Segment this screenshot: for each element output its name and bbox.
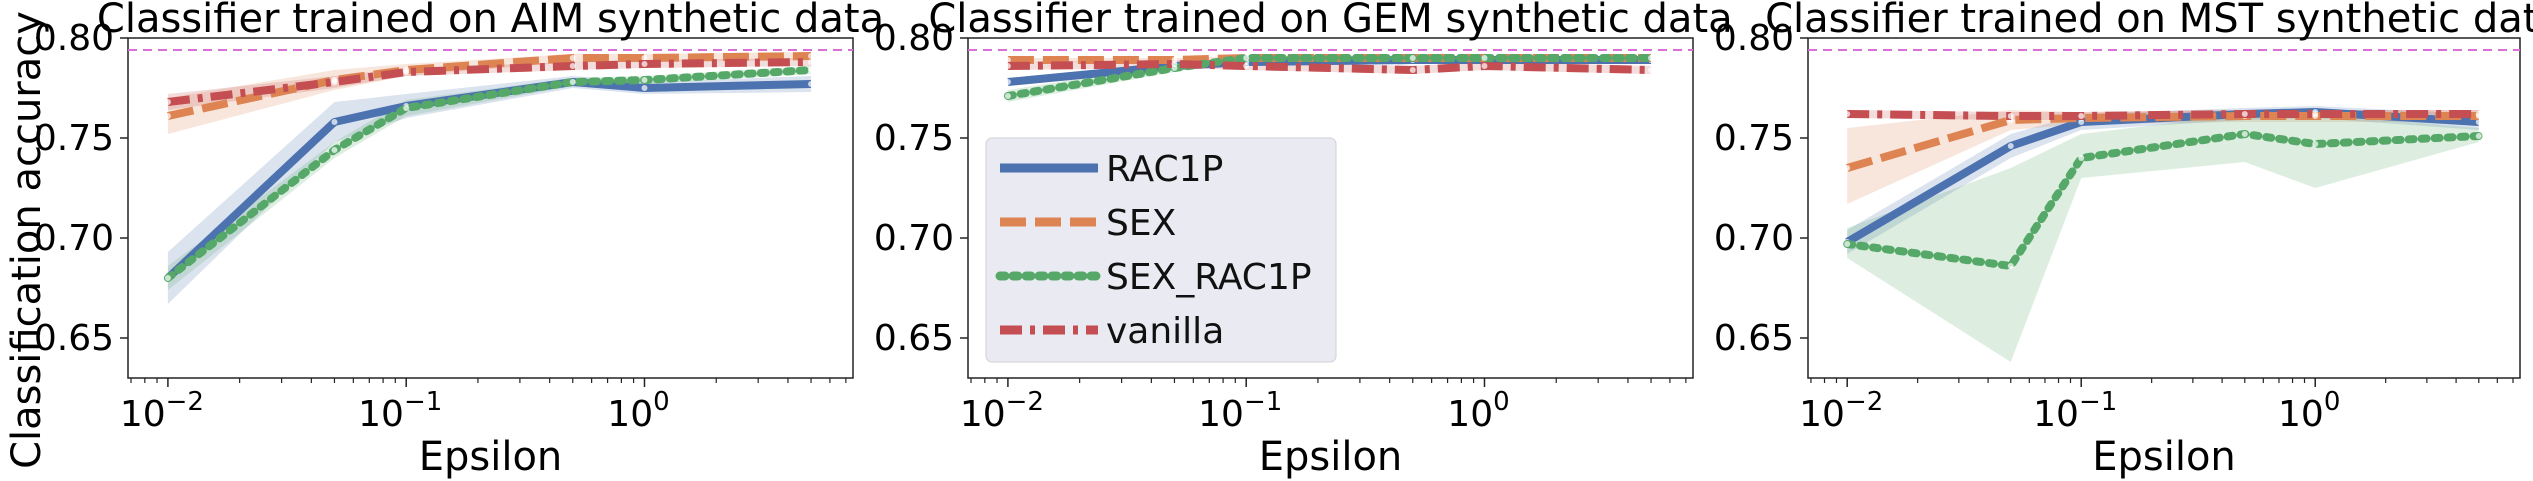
y-tick-label: 0.65 bbox=[874, 318, 954, 359]
point-vanilla bbox=[808, 59, 815, 65]
point-rac1p bbox=[1004, 79, 1011, 85]
y-tick-label: 0.70 bbox=[874, 218, 954, 259]
panel-title: Classifier trained on MST synthetic data bbox=[1765, 0, 2533, 42]
point-rac1p bbox=[331, 119, 338, 125]
line-vanilla bbox=[1847, 110, 2479, 120]
y-tick-label: 0.75 bbox=[1714, 118, 1794, 159]
point-sex_rac1p bbox=[808, 67, 815, 73]
panel-title: Classifier trained on AIM synthetic data bbox=[97, 0, 884, 42]
point-sex_rac1p bbox=[2007, 263, 2014, 269]
band-rac1p bbox=[167, 76, 812, 304]
point-vanilla bbox=[1481, 63, 1488, 69]
point-rac1p bbox=[2475, 119, 2482, 125]
point-rac1p bbox=[2007, 143, 2014, 149]
point-sex_rac1p bbox=[1648, 55, 1655, 61]
point-vanilla bbox=[1171, 61, 1178, 67]
plot-area bbox=[1807, 37, 2521, 379]
point-vanilla bbox=[569, 63, 576, 69]
point-rac1p bbox=[808, 81, 815, 87]
point-sex bbox=[164, 113, 171, 119]
point-sex_rac1p bbox=[1481, 55, 1488, 61]
point-vanilla bbox=[1648, 67, 1655, 73]
y-tick-label: 0.80 bbox=[1714, 18, 1794, 59]
line-vanilla bbox=[1007, 60, 1652, 74]
point-vanilla bbox=[1409, 67, 1416, 73]
point-sex_rac1p bbox=[2312, 141, 2319, 147]
x-tick-label: 10−1 bbox=[1198, 387, 1282, 435]
point-sex_rac1p bbox=[1844, 241, 1851, 247]
point-vanilla bbox=[331, 79, 338, 85]
line-sex_rac1p bbox=[1003, 54, 1656, 100]
line-vanilla bbox=[167, 58, 812, 106]
point-vanilla bbox=[1243, 63, 1250, 69]
point-sex_rac1p bbox=[403, 105, 410, 111]
y-tick-label: 0.70 bbox=[1714, 218, 1794, 259]
x-tick-label: 100 bbox=[607, 387, 669, 435]
legend-box bbox=[985, 137, 1337, 363]
point-sex_rac1p bbox=[2241, 131, 2248, 137]
point-sex bbox=[1844, 165, 1851, 171]
point-vanilla bbox=[403, 69, 410, 75]
y-tick-label: 0.65 bbox=[1714, 318, 1794, 359]
panel-title: Classifier trained on GEM synthetic data bbox=[928, 0, 1732, 42]
y-axis-label: Classification accuracy bbox=[4, 11, 50, 469]
point-sex bbox=[1004, 57, 1011, 63]
point-rac1p bbox=[641, 85, 648, 91]
line-sex_rac1p bbox=[163, 66, 816, 282]
point-sex_rac1p bbox=[2078, 155, 2085, 161]
point-sex_rac1p bbox=[1243, 55, 1250, 61]
x-tick-label: 10−1 bbox=[2033, 387, 2117, 435]
band-sex bbox=[167, 52, 812, 134]
point-vanilla bbox=[2475, 111, 2482, 117]
point-sex_rac1p bbox=[164, 275, 171, 281]
band-rac1p bbox=[1847, 106, 2479, 254]
point-vanilla bbox=[164, 99, 171, 105]
point-sex_rac1p bbox=[1409, 55, 1416, 61]
line-sex_rac1p bbox=[1843, 130, 2483, 270]
point-vanilla bbox=[2312, 111, 2319, 117]
y-tick-label: 0.80 bbox=[34, 18, 114, 59]
legend-label-sex: SEX bbox=[1106, 203, 1176, 244]
point-sex bbox=[641, 55, 648, 61]
point-sex_rac1p bbox=[331, 147, 338, 153]
legend-label-sex_rac1p: SEX_RAC1P bbox=[1106, 257, 1312, 298]
y-tick-label: 0.75 bbox=[34, 118, 114, 159]
x-tick-label: 10−2 bbox=[120, 387, 204, 435]
point-vanilla bbox=[1844, 111, 1851, 117]
y-tick-label: 0.65 bbox=[34, 318, 114, 359]
point-sex bbox=[569, 55, 576, 61]
point-vanilla bbox=[2241, 111, 2248, 117]
point-vanilla bbox=[1004, 63, 1011, 69]
point-sex_rac1p bbox=[641, 77, 648, 83]
point-sex bbox=[808, 53, 815, 59]
x-tick-label: 10−2 bbox=[960, 387, 1044, 435]
point-sex_rac1p bbox=[2475, 133, 2482, 139]
point-vanilla bbox=[2078, 113, 2085, 119]
x-tick-label: 10−2 bbox=[1799, 387, 1883, 435]
panel-1: Classifier trained on AIM synthetic data… bbox=[34, 0, 884, 480]
x-axis-label: Epsilon bbox=[2092, 434, 2236, 480]
x-tick-label: 10−1 bbox=[358, 387, 442, 435]
point-sex_rac1p bbox=[569, 79, 576, 85]
x-axis-label: Epsilon bbox=[419, 434, 563, 480]
x-tick-label: 100 bbox=[2278, 387, 2340, 435]
legend-label-rac1p: RAC1P bbox=[1106, 149, 1223, 190]
x-tick-label: 100 bbox=[1447, 387, 1509, 435]
x-axis-label: Epsilon bbox=[1259, 434, 1403, 480]
point-vanilla bbox=[2007, 113, 2014, 119]
point-sex_rac1p bbox=[1004, 93, 1011, 99]
band-sex_rac1p bbox=[1847, 114, 2479, 362]
y-tick-label: 0.70 bbox=[34, 218, 114, 259]
panel-3: Classifier trained on MST synthetic data… bbox=[1714, 0, 2533, 480]
legend-label-vanilla: vanilla bbox=[1106, 311, 1224, 352]
y-tick-label: 0.75 bbox=[874, 118, 954, 159]
point-vanilla bbox=[641, 61, 648, 67]
y-tick-label: 0.80 bbox=[874, 18, 954, 59]
